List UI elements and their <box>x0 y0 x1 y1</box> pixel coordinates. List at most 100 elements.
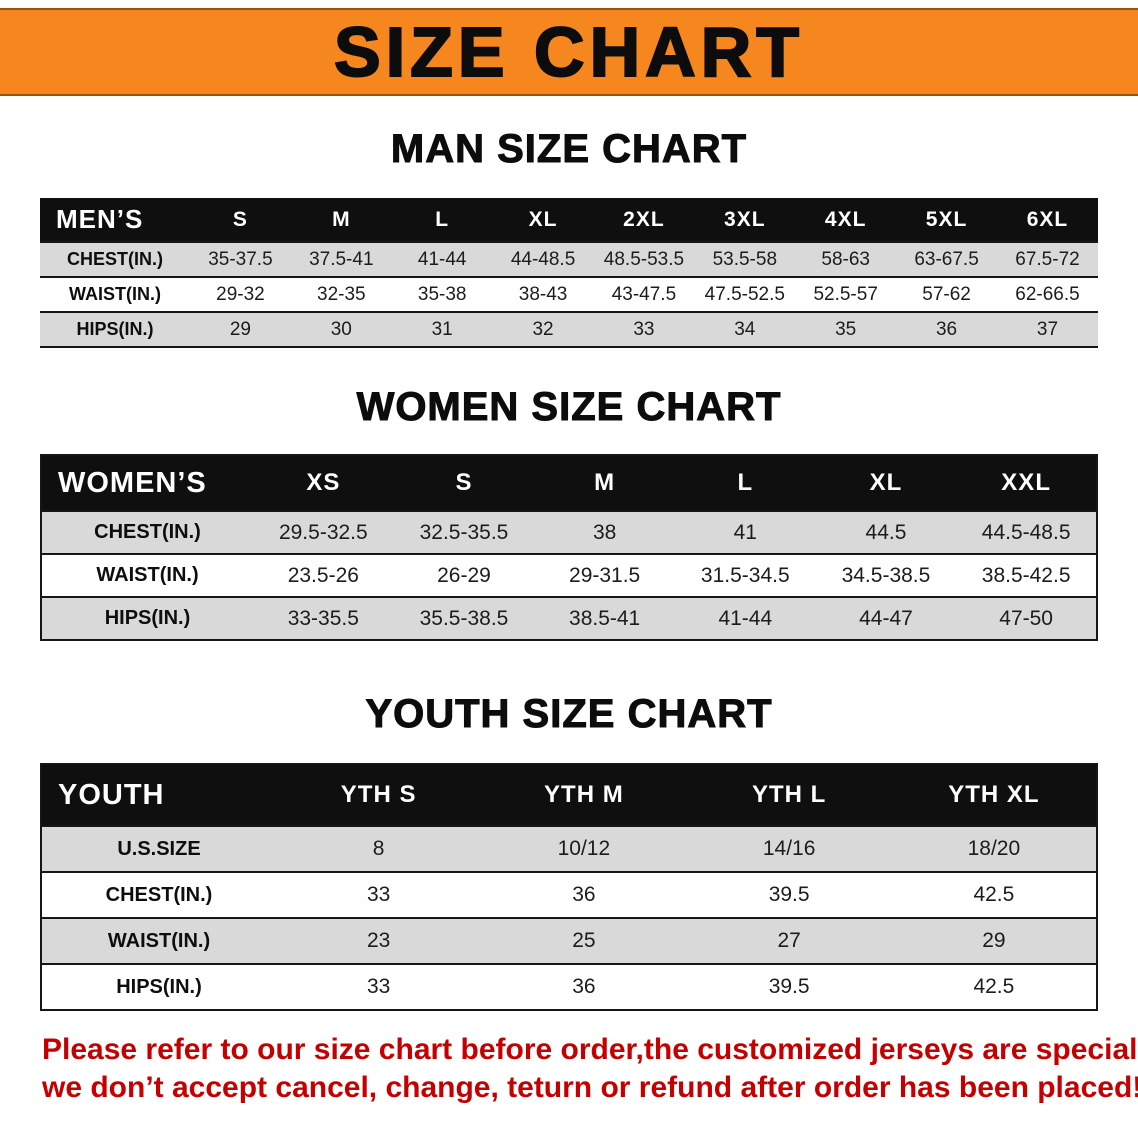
footer-note: Please refer to our size chart before or… <box>42 1031 1138 1107</box>
size-value: 35.5-38.5 <box>419 606 509 630</box>
size-value: 27 <box>777 929 801 952</box>
size-column-header: YTH L <box>686 764 892 826</box>
size-value: 44-48.5 <box>510 248 576 270</box>
size-column-header: 6XL <box>997 198 1098 242</box>
size-column-header: M <box>534 455 675 511</box>
size-value: 31.5-34.5 <box>700 563 790 587</box>
size-value: 36 <box>572 975 596 998</box>
size-value: 42.5 <box>973 975 1015 998</box>
women-size-chart-section: WOMEN SIZE CHART WOMEN’S XS S M L XL XXL CHEST(… <box>0 384 1138 641</box>
youth-size-chart-section: YOUTH SIZE CHART YOUTH YTH S YTH M YTH L YTH… <box>0 691 1138 1011</box>
size-value: 57-62 <box>922 283 971 305</box>
size-value: 58-63 <box>821 248 870 270</box>
table-row: HIPS(IN.) 29 30 31 32 33 34 35 36 37 <box>40 312 1098 347</box>
size-value: 33 <box>366 883 391 906</box>
table-header-row: MEN’S S M L XL 2XL 3XL 4XL 5XL 6XL <box>40 198 1098 242</box>
size-value: 34.5-38.5 <box>841 563 931 587</box>
table-corner-label: MEN’S <box>40 198 190 242</box>
size-value: 47-50 <box>999 606 1053 630</box>
row-label: CHEST(IN.) <box>105 883 213 906</box>
table-row: WAIST(IN.) 23 25 27 29 <box>41 918 1097 964</box>
men-size-table: MEN’S S M L XL 2XL 3XL 4XL 5XL 6XL CHEST(IN.) 35-37… <box>40 198 1098 348</box>
size-value: 33 <box>366 975 391 998</box>
table-corner-label: YOUTH <box>41 764 276 826</box>
size-value: 39.5 <box>768 975 810 998</box>
size-value: 33 <box>633 318 655 340</box>
size-value: 63-67.5 <box>914 248 979 270</box>
size-value: 35 <box>835 318 857 340</box>
size-value: 62-66.5 <box>1015 283 1080 305</box>
size-column-header: S <box>393 455 535 511</box>
footer-note-line-1: Please refer to our size chart before or… <box>42 1033 1138 1066</box>
table-row: WAIST(IN.) 29-32 32-35 35-38 38-43 43-47.5 47.… <box>40 277 1098 312</box>
table-row: WAIST(IN.) 23.5-26 26-29 29-31.5 31.5-34.5 34… <box>41 554 1097 597</box>
size-value: 38-43 <box>518 283 568 305</box>
women-size-table: WOMEN’S XS S M L XL XXL CHEST(IN.) 29.5-32.5 32.5… <box>40 454 1098 641</box>
size-value: 53.5-58 <box>712 248 778 270</box>
size-value: 25 <box>572 929 596 952</box>
size-column-header: 4XL <box>795 198 897 242</box>
size-value: 39.5 <box>768 883 810 906</box>
row-label: CHEST(IN.) <box>94 521 201 543</box>
size-value: 67.5-72 <box>1015 248 1080 270</box>
row-label: U.S.SIZE <box>117 837 201 860</box>
size-value: 30 <box>330 318 352 340</box>
size-column-header: 2XL <box>593 198 695 242</box>
size-value: 44-47 <box>859 606 913 630</box>
size-value: 31 <box>431 318 453 340</box>
men-size-chart-section: MAN SIZE CHART MEN’S S M L XL 2XL 3XL 4XL 5XL 6XL… <box>0 126 1138 348</box>
size-value: 29.5-32.5 <box>278 520 368 544</box>
row-label: WAIST(IN.) <box>69 284 161 304</box>
table-row: CHEST(IN.) 33 36 39.5 42.5 <box>41 872 1097 918</box>
size-value: 37 <box>1036 318 1059 340</box>
row-label: WAIST(IN.) <box>107 929 211 952</box>
size-value: 37.5-41 <box>309 248 374 270</box>
size-value: 8 <box>372 837 385 860</box>
size-column-header: XL <box>815 455 957 511</box>
size-column-header: L <box>674 455 816 511</box>
size-value: 38.5-41 <box>569 606 641 630</box>
size-value: 35-37.5 <box>208 248 273 270</box>
table-row: HIPS(IN.) 33-35.5 35.5-38.5 38.5-41 41-44 44-… <box>41 597 1097 640</box>
table-header-row: YOUTH YTH S YTH M YTH L YTH XL <box>41 764 1097 826</box>
size-column-header: YTH S <box>276 764 482 826</box>
youth-section-heading: YOUTH SIZE CHART <box>365 692 773 737</box>
size-column-header: XL <box>492 198 594 242</box>
size-column-header: XXL <box>956 455 1097 511</box>
size-value: 52.5-57 <box>813 283 878 305</box>
size-value: 48.5-53.5 <box>603 248 685 270</box>
table-header-row: WOMEN’S XS S M L XL XXL <box>41 455 1097 511</box>
row-label: HIPS(IN.) <box>76 319 154 339</box>
size-value: 43-47.5 <box>611 283 677 305</box>
size-column-header: 5XL <box>896 198 997 242</box>
size-value: 14/16 <box>762 837 816 860</box>
size-column-header: 3XL <box>694 198 796 242</box>
size-value: 10/12 <box>557 837 611 860</box>
size-value: 36 <box>935 318 958 340</box>
size-value: 23.5-26 <box>287 563 359 587</box>
row-label: CHEST(IN.) <box>67 249 163 269</box>
size-value: 29 <box>982 929 1006 952</box>
youth-size-table: YOUTH YTH S YTH M YTH L YTH XL U.S.SIZE 8 10/12… <box>40 763 1098 1011</box>
size-value: 41-44 <box>718 606 773 630</box>
size-column-header: XS <box>253 455 394 511</box>
size-chart-page: SIZE CHART MAN SIZE CHART MEN’S S M L XL 2XL 3… <box>0 8 1138 1107</box>
row-label: HIPS(IN.) <box>116 975 202 998</box>
size-value: 38 <box>592 520 617 544</box>
table-row: U.S.SIZE 8 10/12 14/16 18/20 <box>41 826 1097 872</box>
size-value: 23 <box>366 929 391 952</box>
size-column-header: M <box>290 198 392 242</box>
women-section-heading: WOMEN SIZE CHART <box>356 385 782 430</box>
size-value: 44.5 <box>865 520 907 544</box>
size-value: 32-35 <box>317 283 366 305</box>
size-value: 47.5-52.5 <box>704 283 785 305</box>
row-label: HIPS(IN.) <box>104 607 191 629</box>
page-title: SIZE CHART <box>333 13 804 91</box>
size-column-header: YTH XL <box>891 764 1097 826</box>
table-row: HIPS(IN.) 33 36 39.5 42.5 <box>41 964 1097 1010</box>
table-row: CHEST(IN.) 29.5-32.5 32.5-35.5 38 41 44.5 44.5… <box>41 511 1097 554</box>
men-section-heading: MAN SIZE CHART <box>390 127 748 172</box>
size-value: 41 <box>733 520 757 544</box>
size-column-header: YTH M <box>481 764 687 826</box>
table-row: CHEST(IN.) 35-37.5 37.5-41 41-44 44-48.5 48.5… <box>40 242 1098 277</box>
